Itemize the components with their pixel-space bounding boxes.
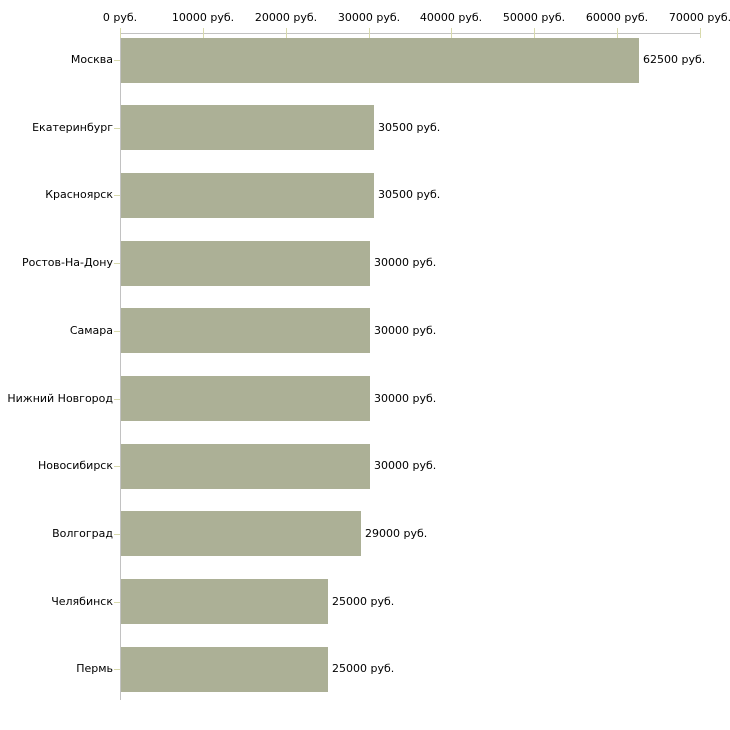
category-label: Волгоград <box>52 526 113 540</box>
x-axis-tick-label: 20000 руб. <box>254 11 318 24</box>
bar <box>121 443 370 489</box>
bar <box>121 579 328 625</box>
bar <box>121 37 639 83</box>
x-axis-tick <box>203 28 204 38</box>
category-label: Ростов-На-Дону <box>21 256 113 270</box>
value-label: 62500 руб. <box>643 53 706 66</box>
category-label: Нижний Новгород <box>7 391 113 405</box>
category-tick <box>114 128 120 129</box>
value-label: 30000 руб. <box>374 391 437 405</box>
category-label: Пермь <box>76 662 113 676</box>
category-label: Самара <box>69 323 113 337</box>
x-axis-tick-label: 40000 руб. <box>419 11 483 24</box>
x-axis-tick <box>369 28 370 38</box>
category-tick <box>114 466 120 467</box>
value-label: 29000 руб. <box>365 526 428 540</box>
x-axis-tick-label: 60000 руб. <box>585 11 649 24</box>
x-axis-tick-label: 30000 руб. <box>337 11 401 24</box>
category-label: Челябинск <box>51 594 113 608</box>
bar <box>121 240 370 286</box>
value-label: 30500 руб. <box>378 188 441 202</box>
bar <box>121 511 361 557</box>
category-label: Москва <box>70 53 113 66</box>
x-axis-tick <box>617 28 618 38</box>
category-tick <box>114 602 120 603</box>
category-tick <box>114 263 120 264</box>
category-label: Красноярск <box>45 188 113 202</box>
value-label: 30000 руб. <box>374 323 437 337</box>
value-label: 30500 руб. <box>378 120 441 134</box>
category-tick <box>114 399 120 400</box>
category-label: Новосибирск <box>37 459 113 473</box>
bar <box>121 172 374 218</box>
bar <box>121 308 370 354</box>
value-label: 30000 руб. <box>374 256 437 270</box>
x-axis-tick <box>700 28 701 38</box>
value-label: 25000 руб. <box>332 594 395 608</box>
x-axis-tick <box>120 28 121 38</box>
category-tick <box>114 669 120 670</box>
category-tick <box>114 331 120 332</box>
x-axis-tick-label: 70000 руб. <box>668 11 730 24</box>
category-tick <box>114 534 120 535</box>
x-axis-tick <box>534 28 535 38</box>
x-axis-tick <box>286 28 287 38</box>
bar <box>121 646 328 692</box>
x-axis-line <box>120 33 701 34</box>
value-label: 30000 руб. <box>374 459 437 473</box>
category-label: Екатеринбург <box>32 120 113 134</box>
category-tick <box>114 60 120 61</box>
bar <box>121 105 374 151</box>
value-label: 25000 руб. <box>332 662 395 676</box>
x-axis-tick-label: 10000 руб. <box>171 11 235 24</box>
x-axis-tick <box>451 28 452 38</box>
x-axis-tick-label: 50000 руб. <box>502 11 566 24</box>
bar <box>121 376 370 421</box>
x-axis-tick-label: 0 руб. <box>102 11 138 24</box>
y-axis-line <box>120 33 121 700</box>
category-tick <box>114 195 120 196</box>
